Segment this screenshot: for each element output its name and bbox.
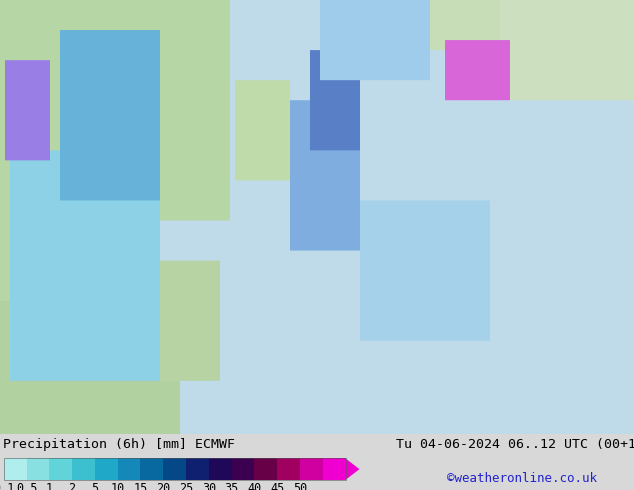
Text: 45: 45 [270, 482, 284, 490]
Text: Precipitation (6h) [mm] ECMWF: Precipitation (6h) [mm] ECMWF [3, 438, 235, 451]
Text: 30: 30 [202, 482, 216, 490]
Text: Tu 04-06-2024 06..12 UTC (00+108): Tu 04-06-2024 06..12 UTC (00+108) [396, 438, 634, 451]
Text: 10: 10 [110, 482, 125, 490]
Text: 5: 5 [91, 482, 98, 490]
Bar [4, 459, 346, 480]
Text: ©weatheronline.co.uk: ©weatheronline.co.uk [447, 472, 597, 486]
Bar [300, 459, 323, 480]
Bar [141, 459, 164, 480]
Bar [72, 459, 95, 480]
Bar [277, 459, 300, 480]
Bar [27, 459, 49, 480]
Text: 40: 40 [247, 482, 262, 490]
Bar [49, 459, 72, 480]
Text: 2: 2 [68, 482, 75, 490]
Text: 50: 50 [293, 482, 307, 490]
Bar [95, 459, 118, 480]
Bar [164, 459, 186, 480]
Bar [4, 459, 27, 480]
Text: 35: 35 [224, 482, 239, 490]
Bar [323, 459, 346, 480]
Text: 25: 25 [179, 482, 193, 490]
Bar [118, 459, 141, 480]
Text: 15: 15 [133, 482, 148, 490]
Bar [254, 459, 277, 480]
Bar [186, 459, 209, 480]
Polygon shape [346, 459, 359, 480]
Bar [209, 459, 231, 480]
Bar [231, 459, 254, 480]
Text: 0.1: 0.1 [0, 482, 15, 490]
Text: 1: 1 [46, 482, 53, 490]
Text: 20: 20 [156, 482, 171, 490]
Text: 0.5: 0.5 [16, 482, 37, 490]
